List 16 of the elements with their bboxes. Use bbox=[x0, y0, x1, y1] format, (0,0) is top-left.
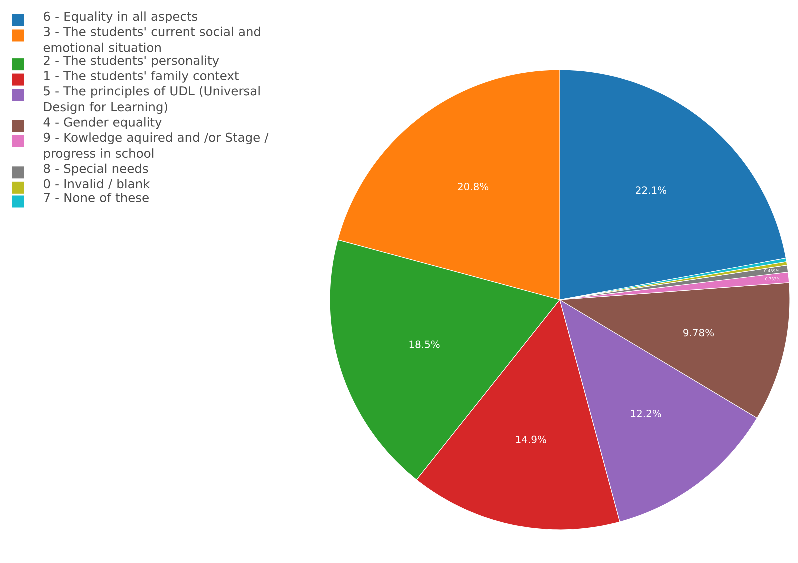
data-label: 20.8% bbox=[458, 183, 489, 191]
legend-label: 2 - The students' personality bbox=[44, 56, 220, 68]
legend-label: 3 - The students' current social and emotional situation bbox=[44, 26, 260, 52]
legend-label: 0 - Invalid / blank bbox=[44, 179, 150, 190]
legend-label: 7 - None of these bbox=[44, 192, 149, 202]
legend-label: 8 - Special needs bbox=[44, 164, 148, 176]
data-label: 14.9% bbox=[516, 436, 546, 444]
data-label: 12.2% bbox=[631, 410, 662, 418]
data-label: 9.78% bbox=[684, 329, 714, 337]
legend-label: 1 - The students' family context bbox=[44, 70, 239, 83]
legend-label: 5 - The principles of UDL (Universal Design for Learning) bbox=[44, 86, 260, 114]
legend-label: 9 - Kowledge aquired and /or Stage / progress in school bbox=[44, 132, 269, 160]
legend-label: 4 - Gender equality bbox=[44, 117, 162, 130]
data-label: 18.5% bbox=[410, 340, 440, 348]
legend-label: 6 - Equality in all aspects bbox=[44, 12, 198, 24]
data-label: 22.1% bbox=[636, 186, 667, 194]
